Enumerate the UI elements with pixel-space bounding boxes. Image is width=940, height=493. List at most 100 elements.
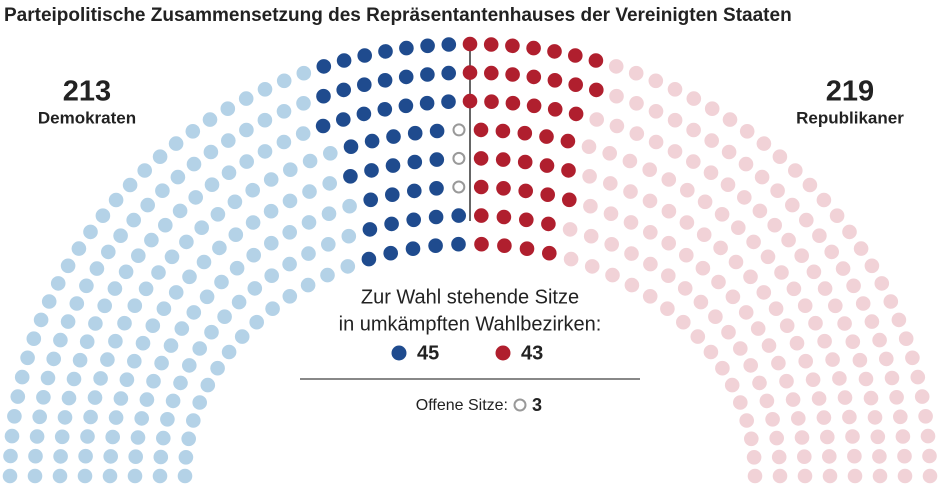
seat-republican	[711, 274, 726, 290]
seat-democrat	[282, 256, 297, 272]
seat-republican	[756, 285, 772, 300]
seat-democrat	[140, 197, 155, 213]
seat-republican	[785, 392, 801, 407]
seat-republican	[842, 409, 857, 425]
seat-republican	[847, 468, 863, 484]
seat-democrat-contested	[451, 208, 467, 223]
seat-democrat-contested	[407, 183, 422, 199]
seat-democrat	[263, 172, 279, 187]
seat-democrat	[33, 312, 49, 328]
seat-republican	[746, 234, 761, 250]
seat-democrat	[182, 269, 197, 285]
seat-republican-contested	[484, 65, 499, 81]
seat-republican	[797, 449, 812, 465]
seat-democrat	[185, 124, 201, 139]
seat-democrat	[264, 268, 280, 284]
seat-republican	[708, 309, 723, 325]
seat-republican	[744, 431, 759, 447]
seat-democrat-contested	[343, 169, 358, 184]
seat-republican-contested	[568, 77, 583, 92]
seat-republican	[750, 321, 766, 336]
seat-republican	[786, 281, 802, 297]
seat-democrat	[199, 289, 215, 305]
seat-republican	[629, 96, 644, 111]
seat-republican	[752, 375, 767, 391]
seat-democrat	[203, 144, 219, 160]
seat-democrat	[249, 314, 264, 330]
seat-democrat	[40, 370, 56, 386]
seat-republican	[845, 334, 861, 350]
seat-democrat	[101, 244, 116, 260]
seat-republican-contested	[505, 67, 520, 82]
seat-democrat	[26, 331, 42, 347]
seat-democrat	[3, 448, 18, 464]
seat-republican	[808, 315, 823, 331]
seat-democrat	[264, 235, 279, 251]
seat-republican	[781, 232, 796, 248]
seat-republican	[922, 448, 937, 464]
seat-democrat	[113, 228, 128, 243]
seat-republican	[920, 428, 936, 444]
seat-democrat-contested	[429, 152, 445, 167]
seat-republican	[768, 301, 784, 317]
seat-republican-contested	[462, 93, 478, 109]
seat-democrat-contested	[398, 69, 414, 85]
seat-republican	[743, 358, 758, 373]
seat-democrat	[122, 177, 138, 193]
seat-republican	[837, 316, 852, 331]
seat-republican-contested	[473, 122, 489, 138]
seat-republican	[837, 390, 853, 405]
seat-republican	[772, 149, 788, 164]
seat-republican	[771, 355, 786, 371]
seat-republican	[805, 372, 821, 388]
seat-democrat	[145, 318, 161, 334]
seat-democrat	[245, 182, 260, 198]
seat-democrat	[341, 228, 357, 244]
seat-democrat	[102, 468, 118, 484]
seat-republican	[771, 449, 787, 465]
seat-democrat	[228, 227, 244, 242]
vacant-label: Offene Sitze:	[416, 397, 508, 414]
seat-republican	[643, 225, 658, 240]
seat-republican-contested	[568, 48, 583, 63]
seat-republican	[696, 227, 712, 242]
seat-democrat	[134, 411, 149, 426]
seat-republican	[811, 391, 827, 406]
seat-republican	[697, 194, 713, 210]
seat-republican	[867, 410, 883, 425]
seat-republican	[583, 198, 598, 214]
legend-dot	[513, 398, 527, 412]
seat-democrat	[181, 431, 196, 447]
seat-democrat	[119, 372, 135, 388]
seat-democrat	[97, 298, 112, 314]
seat-republican	[661, 268, 676, 284]
seat-republican	[769, 430, 784, 446]
seat-republican-contested	[517, 125, 533, 141]
seat-republican	[733, 395, 748, 410]
seat-republican	[870, 429, 886, 445]
seat-republican	[822, 468, 838, 484]
seat-republican	[690, 329, 706, 344]
seat-republican	[799, 212, 814, 228]
seat-democrat	[342, 198, 357, 214]
seat-republican-contested	[484, 94, 499, 109]
seat-republican	[667, 82, 683, 97]
seat-republican-contested	[518, 183, 533, 199]
seat-republican	[667, 144, 683, 159]
seat-democrat	[78, 448, 93, 464]
seat-democrat	[41, 294, 57, 309]
seat-democrat	[321, 206, 337, 221]
seat-democrat	[113, 391, 129, 406]
seat-democrat	[192, 341, 207, 356]
seat-republican	[624, 277, 640, 293]
seat-democrat	[154, 355, 169, 371]
seat-republican	[609, 88, 624, 104]
seat-democrat-contested	[428, 238, 443, 253]
seat-republican	[603, 176, 618, 191]
seat-democrat-contested	[315, 118, 331, 134]
seat-democrat	[118, 264, 134, 280]
seat-democrat	[156, 301, 172, 317]
seat-republican	[628, 65, 644, 81]
seat-republican	[642, 289, 658, 304]
seat-democrat	[107, 281, 123, 296]
